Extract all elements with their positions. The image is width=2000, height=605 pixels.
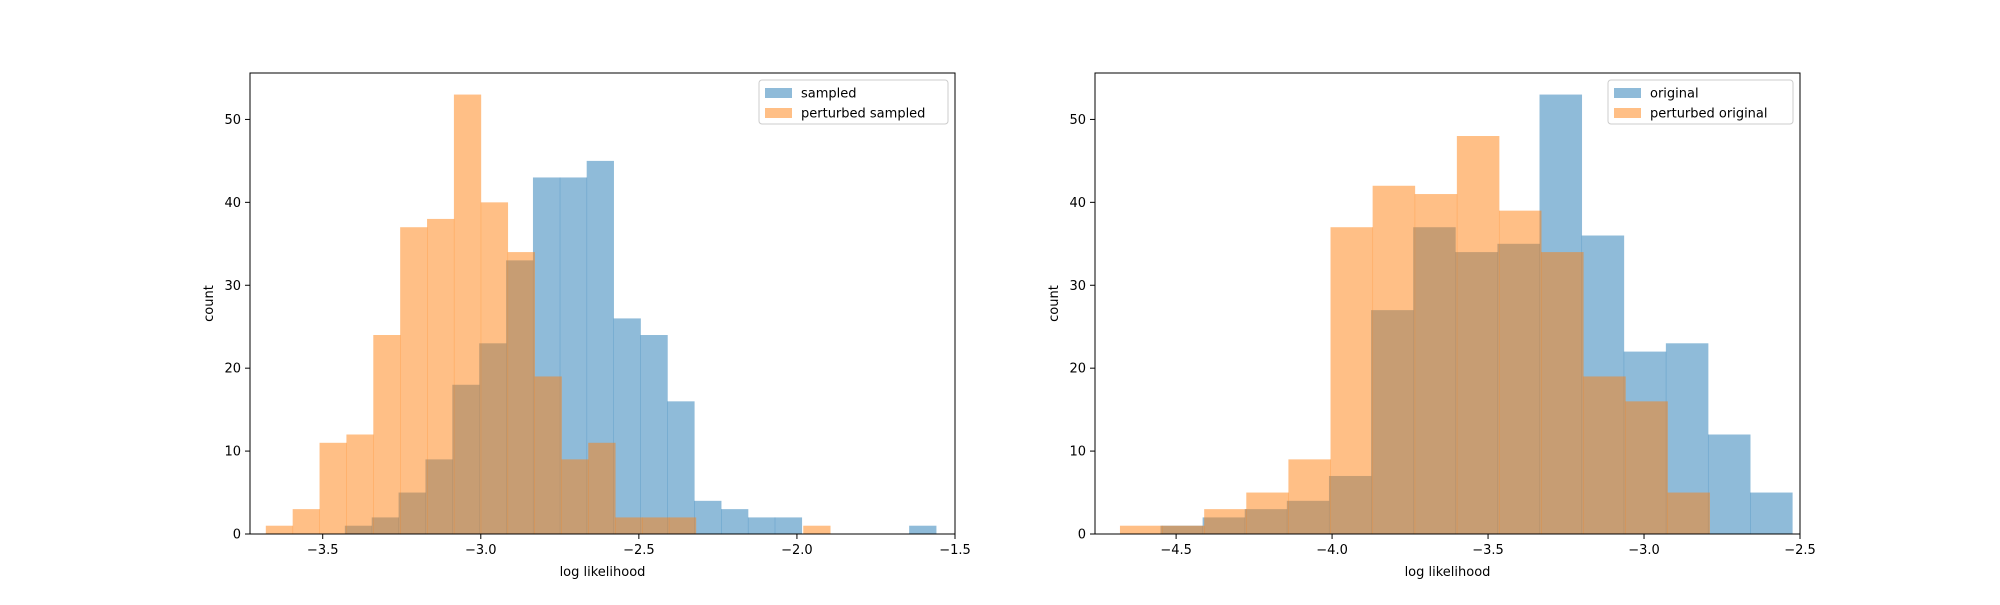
bar (1119, 525, 1163, 534)
y-tick-label: 20 (224, 362, 241, 377)
x-tick-label: −4.0 (1316, 543, 1348, 558)
series-perturbed-sampled (265, 94, 831, 534)
x-tick-label: −2.5 (1784, 543, 1816, 558)
legend: sampled perturbed sampled (758, 79, 949, 125)
legend-swatch (765, 88, 792, 98)
legend-label: sampled (801, 87, 857, 102)
bar (613, 318, 641, 534)
bar (1162, 525, 1205, 534)
x-tick-label: −3.5 (1472, 543, 1504, 558)
bar (1667, 492, 1710, 534)
bar (694, 500, 722, 534)
y-tick-label: 10 (1069, 445, 1086, 460)
bar (1625, 401, 1668, 534)
chart-panel-1: −3.5 −3.0 −2.5 −2.0 −1.5 0 10 20 30 40 50 log likel… (202, 72, 971, 580)
bar (721, 509, 749, 534)
bar (1541, 252, 1584, 534)
y-tick-label: 0 (1078, 528, 1086, 543)
bar (1204, 509, 1247, 534)
bar (1372, 185, 1416, 534)
legend-label: perturbed original (1650, 107, 1768, 122)
bar (588, 442, 616, 534)
bar (1456, 136, 1500, 534)
y-axis-label: count (1047, 285, 1062, 322)
x-tick-label: −2.0 (781, 543, 813, 558)
legend-box (1607, 79, 1794, 125)
bar (803, 525, 831, 534)
bar (346, 434, 374, 534)
y-tick-label: 50 (224, 113, 241, 128)
bar (400, 227, 428, 534)
bar (909, 525, 937, 534)
x-axis-label: log likelihood (1405, 565, 1491, 580)
axes-frame (1094, 72, 1801, 535)
y-axis-label: count (202, 285, 217, 322)
bar (1750, 492, 1793, 534)
bar (534, 376, 562, 534)
chart-panel-2: −4.5 −4.0 −3.5 −3.0 −2.5 0 10 20 30 40 50 log likel… (1047, 72, 1816, 580)
bar (1498, 210, 1542, 534)
y-tick-label: 10 (224, 445, 241, 460)
bar (373, 335, 401, 534)
bar (1707, 434, 1751, 534)
bar (480, 202, 509, 534)
legend-box (758, 79, 949, 125)
legend-swatch (1614, 88, 1641, 98)
bar (774, 517, 803, 534)
bar (292, 509, 320, 534)
axes-frame (249, 72, 956, 535)
y-tick-label: 0 (233, 528, 241, 543)
bar (319, 442, 347, 534)
bar (1330, 227, 1374, 534)
bar (642, 517, 670, 534)
legend-label: perturbed sampled (801, 107, 925, 122)
bar (265, 525, 294, 534)
bar (615, 517, 643, 534)
bar (507, 252, 535, 534)
legend-swatch (1614, 108, 1641, 118)
bar (1414, 194, 1458, 535)
x-tick-label: −3.5 (307, 543, 339, 558)
bar (453, 94, 482, 534)
y-tick-label: 30 (224, 279, 241, 294)
bar (1246, 492, 1289, 534)
bar (747, 517, 776, 534)
x-tick-label: −1.5 (939, 543, 971, 558)
y-tick-label: 30 (1069, 279, 1086, 294)
x-tick-label: −3.0 (1628, 543, 1660, 558)
bar (640, 335, 668, 534)
legend: original perturbed original (1607, 79, 1794, 125)
bar (1288, 459, 1331, 534)
bar (668, 517, 697, 534)
y-tick-label: 50 (1069, 113, 1086, 128)
bar (667, 401, 695, 534)
y-tick-label: 40 (1069, 196, 1086, 211)
bar (561, 459, 589, 534)
y-tick-label: 40 (224, 196, 241, 211)
legend-swatch (765, 108, 792, 118)
x-axis-label: log likelihood (560, 565, 646, 580)
x-tick-label: −2.5 (623, 543, 655, 558)
bar (1583, 376, 1626, 534)
bar (427, 218, 455, 534)
x-tick-label: −3.0 (465, 543, 497, 558)
series-perturbed-original (1119, 136, 1710, 535)
legend-label: original (1650, 87, 1699, 102)
x-tick-label: −4.5 (1160, 543, 1192, 558)
y-tick-label: 20 (1069, 362, 1086, 377)
